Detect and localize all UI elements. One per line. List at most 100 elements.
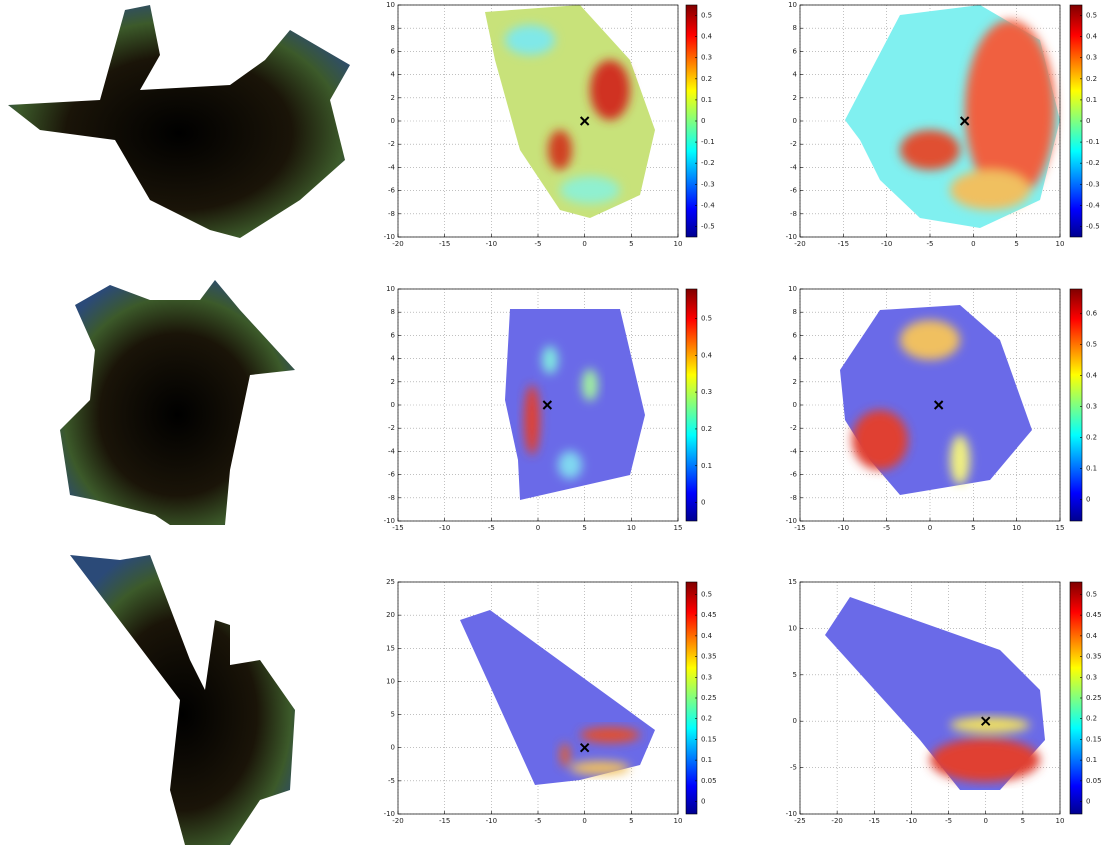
page: {"chart_data": [ {"type": "heatmap", "gr… <box>0 0 1112 849</box>
x-tick-label: -15 <box>439 240 450 248</box>
colorbar-tick-label: 0.4 <box>1086 372 1098 380</box>
y-tick-label: 5 <box>391 711 395 719</box>
colorbar-tick-label: 0.5 <box>701 12 712 20</box>
x-tick-label: -20 <box>831 817 842 825</box>
y-tick-label: 15 <box>386 644 395 652</box>
x-tick-label: -5 <box>535 817 542 825</box>
y-tick-label: 10 <box>386 1 395 9</box>
colorbar-tick-label: -0.1 <box>701 138 715 146</box>
colorbar-tick-label: 0.5 <box>1086 341 1097 349</box>
colorbar-tick-label: 0.4 <box>701 632 713 640</box>
y-tick-label: -2 <box>388 140 395 148</box>
x-tick-label: 0 <box>971 240 975 248</box>
colorbar-tick-label: 0.3 <box>701 388 712 396</box>
y-tick-label: -4 <box>388 163 396 171</box>
y-tick-label: 10 <box>788 624 797 632</box>
x-tick-label: 10 <box>674 240 683 248</box>
colorbar-tick-label: 0.45 <box>1086 611 1102 619</box>
y-tick-label: -4 <box>790 163 798 171</box>
colorbar-tick-label: 0.1 <box>701 756 712 764</box>
colorbar-tick-label: 0.35 <box>701 653 717 661</box>
x-tick-label: 5 <box>629 817 633 825</box>
heatmap-field <box>460 5 1060 790</box>
colorbar-tick-label: 0.5 <box>1086 590 1097 598</box>
colorbar-tick-label: -0.5 <box>701 222 715 230</box>
colorbar-tick-label: 0.2 <box>1086 75 1097 83</box>
colorbar-tick-label: -0.3 <box>1086 180 1100 188</box>
x-tick-label: 10 <box>627 524 636 532</box>
x-tick-label: -10 <box>439 524 450 532</box>
y-tick-label: -6 <box>790 187 798 195</box>
y-tick-label: -6 <box>790 471 798 479</box>
y-tick-label: 10 <box>788 285 797 293</box>
y-tick-label: 4 <box>391 355 396 363</box>
x-tick-label: 5 <box>1021 817 1025 825</box>
colorbar-tick-label: 0 <box>701 117 705 125</box>
x-tick-label: -15 <box>439 817 450 825</box>
y-tick-label: 25 <box>386 578 395 586</box>
y-tick-label: 0 <box>391 117 395 125</box>
figure: -20-15-10-50510-10-8-6-4-20246810-0.5-0.… <box>0 0 1112 849</box>
x-tick-label: 10 <box>1012 524 1021 532</box>
colorbar-tick-label: 0.05 <box>1086 777 1102 785</box>
x-tick-label: -25 <box>794 817 805 825</box>
x-tick-label: 0 <box>983 817 987 825</box>
y-tick-label: -10 <box>384 810 395 818</box>
x-tick-label: -15 <box>794 524 805 532</box>
x-tick-label: 0 <box>928 524 932 532</box>
colorbar-tick-label: -0.2 <box>1086 159 1100 167</box>
x-tick-label: 0 <box>536 524 540 532</box>
y-tick-label: -8 <box>388 210 395 218</box>
y-tick-label: 0 <box>391 401 395 409</box>
y-tick-label: 0 <box>793 401 797 409</box>
x-tick-label: -5 <box>488 524 495 532</box>
colorbar-tick-label: 0.25 <box>1086 694 1102 702</box>
y-tick-label: 0 <box>391 744 395 752</box>
point-cloud <box>8 5 350 845</box>
colorbar-tick-label: 0.2 <box>701 715 712 723</box>
y-tick-label: -10 <box>384 233 395 241</box>
colorbar-tick-label: 0 <box>701 798 705 806</box>
x-tick-label: 15 <box>674 524 683 532</box>
x-tick-label: -20 <box>392 817 403 825</box>
y-tick-label: -10 <box>786 517 797 525</box>
y-tick-label: 2 <box>793 94 797 102</box>
colorbar-tick-label: -0.4 <box>1086 201 1100 209</box>
x-tick-label: -15 <box>838 240 849 248</box>
x-tick-label: -10 <box>486 240 497 248</box>
x-tick-label: -10 <box>906 817 917 825</box>
x-tick-label: -5 <box>927 240 934 248</box>
colorbar-tick-label: 0.1 <box>1086 96 1097 104</box>
y-tick-label: -10 <box>786 810 797 818</box>
y-tick-label: 10 <box>386 677 395 685</box>
x-tick-label: 5 <box>582 524 586 532</box>
colorbar-tick-label: 0.4 <box>701 33 713 41</box>
y-tick-label: 4 <box>793 355 798 363</box>
y-tick-label: 20 <box>386 611 395 619</box>
x-tick-label: -15 <box>392 524 403 532</box>
colorbar-tick-label: 0.15 <box>701 735 717 743</box>
x-tick-label: -5 <box>883 524 890 532</box>
y-tick-label: 8 <box>793 24 797 32</box>
x-tick-label: 10 <box>1056 240 1065 248</box>
y-tick-label: -4 <box>790 447 798 455</box>
colorbar-tick-label: 0 <box>1086 495 1090 503</box>
x-tick-label: 15 <box>1056 524 1065 532</box>
colorbar-tick-label: 0.05 <box>701 777 717 785</box>
x-tick-label: 0 <box>582 240 586 248</box>
colorbar-tick-label: 0.25 <box>701 694 717 702</box>
colorbar-tick-label: 0.5 <box>701 314 712 322</box>
x-tick-label: 5 <box>629 240 633 248</box>
y-tick-label: 10 <box>788 1 797 9</box>
colorbar-tick-label: -0.1 <box>1086 138 1100 146</box>
x-tick-label: -10 <box>838 524 849 532</box>
x-tick-label: 5 <box>1014 240 1018 248</box>
colorbar-tick-label: 0.2 <box>1086 715 1097 723</box>
colorbar-tick-label: 0 <box>701 499 705 507</box>
y-tick-label: 6 <box>793 331 798 339</box>
colorbar <box>1070 289 1082 521</box>
colorbar-tick-label: 0.6 <box>1086 310 1098 318</box>
x-tick-label: -10 <box>486 817 497 825</box>
colorbar-tick-label: -0.2 <box>701 159 715 167</box>
colorbar-tick-label: -0.5 <box>1086 222 1100 230</box>
